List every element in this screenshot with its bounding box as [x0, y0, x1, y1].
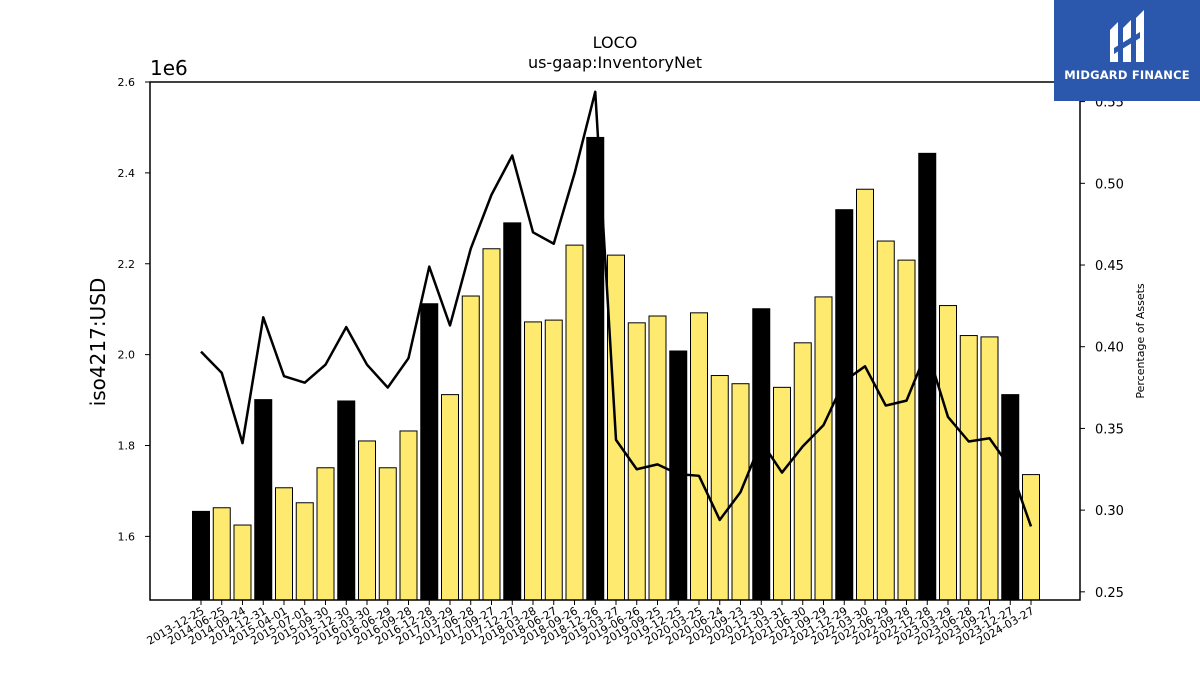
- right-tick-label: 0.35: [1095, 422, 1124, 437]
- right-tick-label: 0.50: [1095, 177, 1124, 192]
- bar-2023-03-29: [939, 305, 957, 601]
- bar-2015-04-01: [275, 487, 293, 601]
- left-tick-label: 2.2: [118, 258, 136, 271]
- bar-2023-12-27: [1001, 394, 1020, 601]
- bar-2015-09-30: [316, 467, 335, 601]
- chart-subtitle: us-gaap:InventoryNet: [528, 53, 702, 72]
- left-tick-label: 1.6: [118, 530, 136, 543]
- left-tick-label: 2.6: [118, 76, 136, 89]
- bar-2020-06-24: [710, 375, 729, 601]
- brand-logo: MIDGARD FINANCE: [1054, 0, 1200, 101]
- bar-2021-06-30: [793, 342, 812, 601]
- bar-2017-03-29: [441, 394, 459, 601]
- bar-2022-06-29: [876, 240, 895, 601]
- y-offset-label: 1e6: [150, 56, 188, 80]
- y2-axis-label: Percentage of Assets: [1134, 283, 1147, 399]
- bar-2022-09-28: [897, 259, 916, 601]
- bar-2018-03-28: [524, 321, 542, 601]
- bar-2017-09-27: [482, 248, 501, 601]
- left-tick-label: 1.8: [118, 440, 136, 453]
- y-axis-label: iso4217:USD: [86, 278, 110, 407]
- bar-2016-09-28: [399, 430, 418, 601]
- bar-2022-03-30: [856, 188, 874, 601]
- bar-2014-12-31: [254, 399, 273, 601]
- right-tick-label: 0.30: [1095, 504, 1124, 519]
- bar-2017-12-27: [503, 222, 522, 601]
- right-tick-label: 0.25: [1095, 586, 1124, 601]
- bar-2024-03-27: [1022, 474, 1040, 601]
- bar-2014-06-25: [212, 507, 231, 601]
- bar-2023-09-27: [980, 336, 999, 601]
- bar-2020-03-25: [690, 312, 708, 601]
- chart-title: LOCO: [593, 33, 638, 52]
- x-axis-ticks: 2013-12-252014-06-252014-09-242014-12-31…: [145, 600, 1037, 648]
- right-tick-label: 0.40: [1095, 341, 1124, 356]
- midgard-logo-icon: [1110, 10, 1144, 62]
- left-axis-ticks: 1.6 1.8 2.0 2.2 2.4 2.6: [118, 76, 150, 543]
- line-group: [200, 90, 1033, 527]
- left-tick-label: 2.4: [118, 167, 136, 180]
- bar-2018-09-26: [565, 244, 584, 601]
- bar-2015-07-01: [295, 502, 314, 601]
- bar-2016-12-28: [420, 303, 439, 601]
- bar-2021-09-29: [814, 296, 833, 601]
- bar-2016-06-29: [378, 467, 397, 601]
- bar-2017-06-28: [461, 295, 480, 601]
- bar-2016-03-30: [358, 440, 376, 601]
- bar-2022-12-28: [918, 152, 937, 601]
- bar-2018-06-27: [544, 319, 563, 601]
- right-axis-ticks: 0.250.300.350.400.450.500.55: [1080, 96, 1124, 601]
- logo-text: MIDGARD FINANCE: [1064, 68, 1190, 82]
- bar-2014-09-24: [233, 524, 252, 601]
- bar-2015-12-30: [337, 400, 356, 601]
- bar-2019-09-25: [648, 315, 667, 601]
- plot-frame: [149, 81, 1081, 601]
- bar-2013-12-25: [192, 510, 210, 601]
- percentage-line: [200, 90, 1033, 527]
- bar-2021-12-29: [835, 209, 854, 601]
- left-tick-label: 2.0: [118, 349, 136, 362]
- right-tick-label: 0.45: [1095, 259, 1124, 274]
- bar-2023-06-28: [959, 335, 978, 601]
- bar-2021-03-31: [773, 386, 791, 601]
